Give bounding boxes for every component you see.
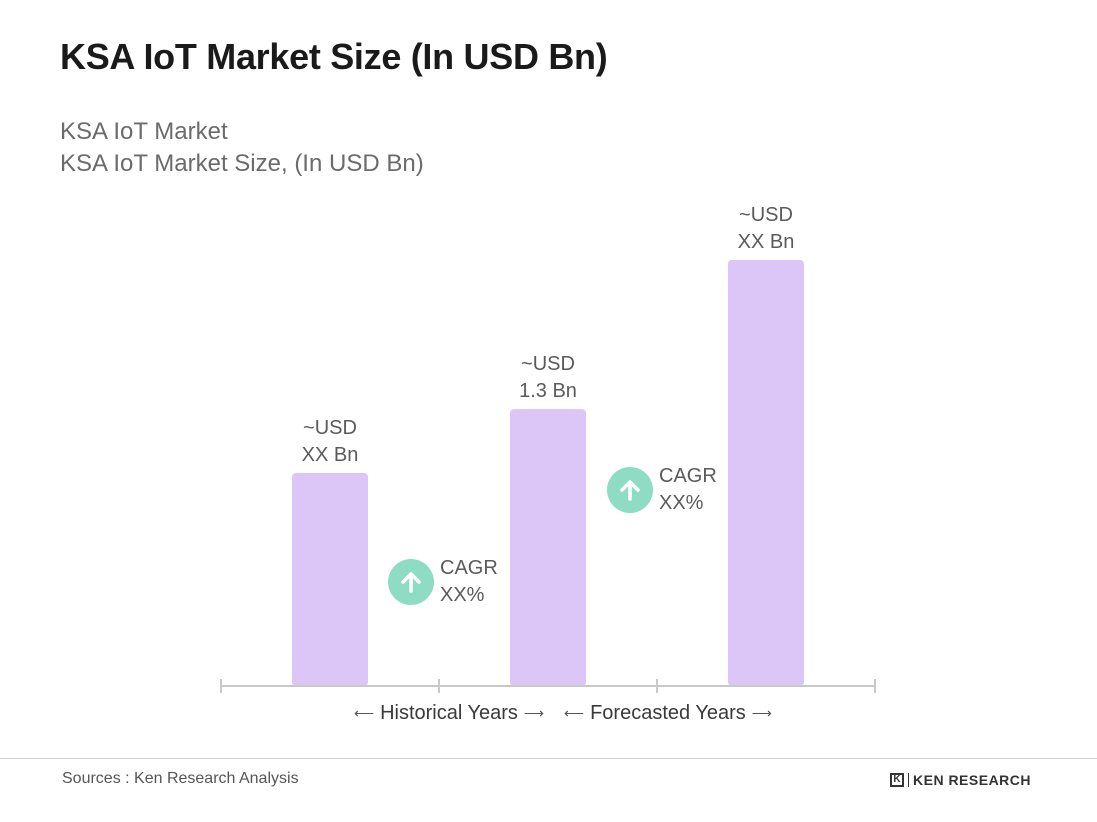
footer-divider (0, 758, 1097, 759)
data-label-1: ~USD XX Bn (301, 417, 359, 466)
data-label-2: ~USD 1.3 Bn (519, 353, 577, 403)
bar-chart (220, 260, 876, 693)
page-title: KSA IoT Market Size (In USD Bn) (60, 36, 608, 77)
brand-name: KEN RESEARCH (913, 772, 1032, 788)
cagr-value: XX% (659, 492, 704, 514)
cagr-badge: CAGR XX% (388, 555, 498, 609)
arrow-up-icon (607, 467, 653, 513)
bar-1 (292, 473, 368, 686)
period-text: Historical Years (380, 702, 518, 724)
historical-years-label: ⟵ Historical Years ⟶ (348, 702, 550, 725)
brand-logo: K KEN RESEARCH (890, 772, 1031, 788)
forecasted-years-label: ⟵ Forecasted Years ⟶ (558, 702, 778, 725)
bar-2 (510, 409, 586, 686)
bar-3 (728, 260, 804, 686)
ken-logo-icon: K (890, 773, 904, 787)
cagr-badge: CAGR XX% (607, 463, 717, 517)
arrow-right-icon: ⟶ (751, 705, 772, 721)
cagr-value: XX% (440, 584, 485, 606)
cagr-label: CAGR (659, 465, 717, 487)
x-axis (220, 679, 876, 693)
chart-subtitle-2: KSA IoT Market Size, (In USD Bn) (60, 150, 424, 177)
arrow-up-icon (388, 559, 434, 605)
cagr-label: CAGR (440, 557, 498, 579)
chart-subtitle: KSA IoT Market (60, 118, 228, 145)
period-text: Forecasted Years (590, 702, 746, 724)
logo-separator (908, 773, 909, 787)
bars-group (292, 260, 804, 686)
data-label-3: ~USD XX Bn (737, 204, 795, 253)
source-note: Sources : Ken Research Analysis (62, 770, 299, 787)
arrow-left-icon: ⟵ (354, 705, 375, 721)
arrow-left-icon: ⟵ (564, 705, 585, 721)
arrow-right-icon: ⟶ (523, 705, 544, 721)
